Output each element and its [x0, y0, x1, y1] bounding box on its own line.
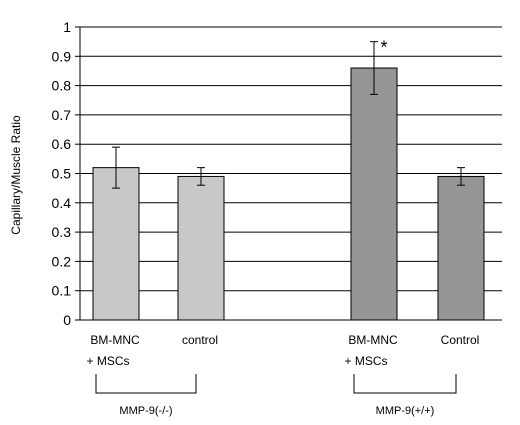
bar: [92, 167, 140, 321]
group-bracket: [95, 374, 197, 394]
category-labels: BM-MNC + MSCs control BM-MNC + MSCs Control: [86, 333, 479, 368]
category-label: control: [182, 333, 218, 347]
category-label-line2: + MSCs: [86, 354, 129, 368]
y-tick-label: 0.9: [52, 48, 72, 64]
y-tick-label: 0.7: [52, 107, 72, 123]
bar: [437, 175, 485, 321]
category-label-line2: + MSCs: [344, 354, 387, 368]
group-brackets: MMP-9(-/-) MMP-9(+/+): [95, 374, 457, 417]
y-tick-label: 0.8: [52, 78, 72, 94]
y-axis: 0 0.1 0.2 0.3 0.4 0.5 0.6 0.7 0.8 0.9 1: [52, 19, 502, 328]
category-label: BM-MNC: [348, 333, 398, 347]
category-label: BM-MNC: [90, 333, 140, 347]
y-tick-label: 1: [63, 19, 71, 35]
significance-marker: *: [380, 38, 387, 58]
bar: [350, 67, 398, 321]
group-label: MMP-9(-/-): [119, 405, 172, 417]
y-tick-label: 0.2: [52, 253, 72, 269]
y-tick-label: 0.4: [52, 195, 72, 211]
y-tick-label: 0.3: [52, 224, 72, 240]
category-label: Control: [441, 333, 480, 347]
gridlines: [80, 26, 502, 292]
group-label: MMP-9(+/+): [376, 405, 435, 417]
y-axis-label: Capillary/Muscle Ratio: [9, 115, 23, 235]
y-tick-label: 0.5: [52, 166, 72, 182]
bars: *: [92, 38, 485, 321]
y-tick-label: 0.1: [52, 283, 72, 299]
bar: [177, 175, 225, 321]
y-tick-label: 0: [63, 312, 71, 328]
y-tick-label: 0.6: [52, 136, 72, 152]
group-bracket: [353, 374, 457, 394]
